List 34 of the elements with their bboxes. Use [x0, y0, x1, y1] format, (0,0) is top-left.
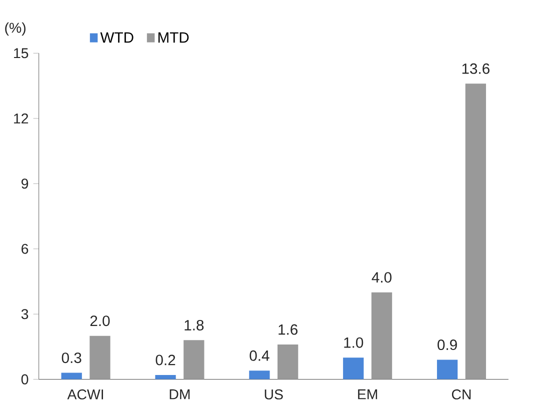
data-label: 0.4 [250, 350, 270, 361]
bar [436, 360, 458, 380]
bar [371, 292, 392, 380]
y-tick-label: 0 [21, 374, 28, 384]
data-label: 1.6 [278, 324, 298, 335]
y-tick-label: 9 [22, 178, 28, 189]
data-label: 0.3 [62, 352, 82, 363]
legend-label: MTD [158, 32, 189, 42]
bar [155, 374, 176, 380]
y-tick-label: 3 [21, 308, 28, 319]
data-label: 4.0 [372, 272, 392, 282]
legend-label: WTD [100, 32, 134, 42]
data-label: 1.8 [184, 320, 204, 330]
data-label: 0.2 [156, 354, 176, 366]
bar [90, 336, 110, 380]
x-tick-label: DM [170, 389, 190, 399]
y-tick-label: 6 [22, 244, 28, 254]
x-tick-label: CN [452, 389, 471, 400]
bar [343, 357, 364, 380]
data-label: 1.0 [344, 337, 364, 348]
data-label: 0.9 [438, 339, 457, 350]
y-tick-label: 12 [14, 113, 28, 124]
data-label: 2.0 [90, 315, 110, 326]
bar [61, 372, 82, 380]
x-tick-label: ACWI [67, 389, 103, 400]
bar [249, 370, 270, 380]
data-label: 13.6 [462, 63, 490, 74]
bar [184, 340, 204, 380]
y-axis-title: (%) [5, 22, 26, 36]
bar [465, 83, 486, 380]
y-tick-label: 15 [14, 48, 28, 58]
x-tick-label: US [264, 389, 283, 400]
x-tick-label: EM [358, 389, 378, 399]
bar [278, 344, 298, 380]
